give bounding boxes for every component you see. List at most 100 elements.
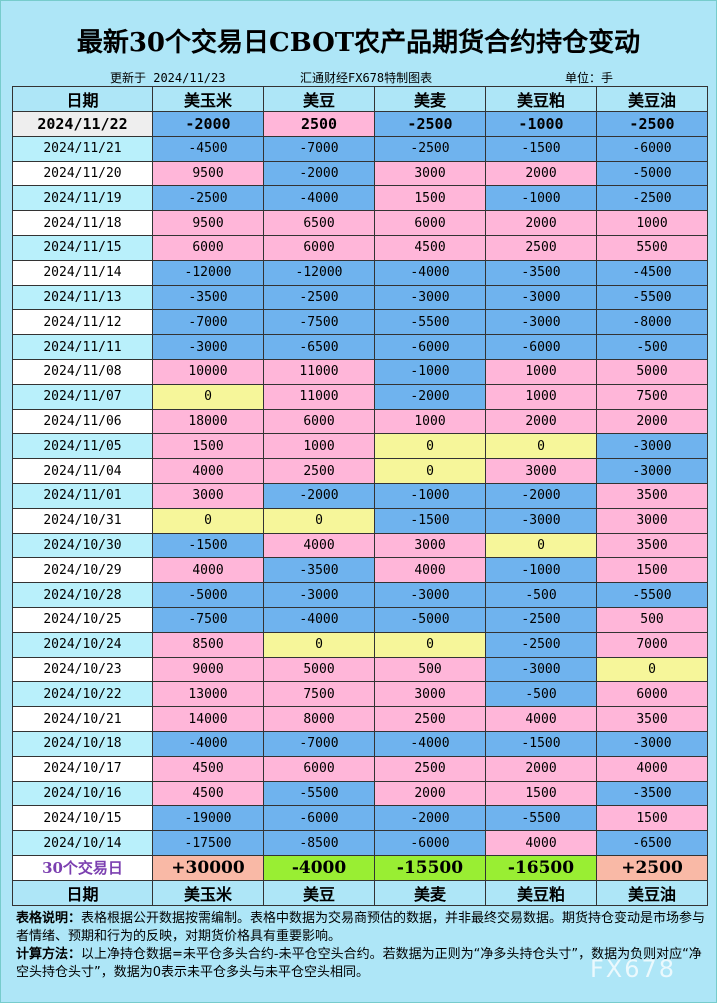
value-cell: -5000 (152, 582, 264, 608)
date-cell: 2024/10/28 (12, 582, 153, 608)
value-cell: 6000 (152, 234, 264, 261)
value-cell: 1500 (596, 805, 708, 832)
value-cell: -3000 (374, 582, 486, 608)
value-cell: -3000 (596, 433, 708, 460)
column-header: 美麦 (374, 86, 486, 112)
row: 2024/10/18 -4000 -7000 -4000 -1500 -3000 (12, 730, 708, 757)
value-cell: -8000 (596, 309, 708, 336)
date-cell: 2024/11/13 (12, 284, 153, 311)
value-cell: 3500 (596, 706, 708, 732)
value-cell: -6500 (596, 830, 708, 856)
column-footer: 美豆粕 (485, 879, 597, 906)
row: 2024/11/06 18000 6000 1000 2000 2000 (12, 408, 708, 435)
notes: 表格说明：表格根据公开数据按需编制。表格中数据为交易商预估的数据，并非最终交易数… (16, 910, 706, 982)
row: 2024/10/17 4500 6000 2500 2000 4000 (12, 755, 708, 782)
value-cell: 11000 (263, 358, 375, 385)
value-cell: 0 (263, 631, 375, 658)
row: 2024/11/19 -2500 -4000 1500 -1000 -2500 (12, 185, 708, 212)
value-cell: 8500 (152, 631, 264, 658)
date-cell: 2024/11/06 (12, 408, 153, 435)
value-cell: 0 (152, 507, 264, 534)
table: 日期 美玉米 美豆 美麦 美豆粕 美豆油 2024/11/22 -2000 2500 -2500-… (12, 86, 708, 906)
row: 2024/11/14 -12000 -12000 -4000 -3500 -4500 (12, 259, 708, 286)
date-cell: 2024/10/16 (12, 780, 153, 807)
method: 计算方法：以上净持仓数据=未平仓多头合约-未平仓空头合约。若数据为正则为“净多头… (16, 946, 706, 982)
total-cell: +2500 (596, 854, 708, 881)
value-cell: 2000 (485, 755, 597, 782)
value-cell: 3000 (374, 532, 486, 559)
date-cell: 2024/11/11 (12, 334, 153, 360)
date-cell: 2024/11/22 (12, 111, 153, 137)
value-cell: 0 (152, 383, 264, 410)
value-cell: -7500 (152, 606, 264, 633)
value-cell: 1000 (263, 433, 375, 460)
desc: 表格说明：表格根据公开数据按需编制。表格中数据为交易商预估的数据，并非最终交易数… (16, 910, 706, 946)
value-cell: -3000 (263, 582, 375, 608)
row: 2024/11/15 6000 6000 4500 2500 5500 (12, 234, 708, 261)
date-cell: 2024/10/31 (12, 507, 153, 534)
date-cell: 2024/10/30 (12, 532, 153, 559)
date-cell: 2024/10/21 (12, 706, 153, 732)
value-cell: 9500 (152, 160, 264, 187)
value-cell: -4000 (263, 606, 375, 633)
row: 2024/10/14 -17500 -8500 -6000 4000 -6500 (12, 830, 708, 856)
updated: 更新于 2024/11/23 (110, 71, 226, 85)
row: 2024/11/21 -4500 -7000 -2500 -1500 -6000 (12, 135, 708, 162)
value-cell: -6000 (374, 830, 486, 856)
value-cell: -1500 (152, 532, 264, 559)
value-cell: -1500 (485, 730, 597, 757)
value-cell: -3000 (596, 730, 708, 757)
value-cell: 1500 (596, 557, 708, 584)
value-cell: 4000 (152, 557, 264, 584)
value-cell: 0 (374, 458, 486, 484)
value-cell: -3000 (485, 284, 597, 311)
value-cell: -2500 (152, 185, 264, 212)
value-cell: -2500 (263, 284, 375, 311)
column-header: 美豆油 (596, 86, 708, 112)
row: 2024/11/04 4000 2500 0 3000 -3000 (12, 458, 708, 484)
column-footer: 日期 (12, 879, 153, 906)
value-cell: -500 (485, 582, 597, 608)
value-cell: 11000 (263, 383, 375, 410)
value-cell: 500 (374, 656, 486, 683)
value-cell: -1500 (485, 135, 597, 162)
value-cell: 6000 (263, 755, 375, 782)
column-header: 美玉米 (152, 86, 264, 112)
value-cell: 7500 (263, 681, 375, 708)
value-cell: -6000 (374, 334, 486, 360)
value-cell: -1000 (374, 358, 486, 385)
date-cell: 2024/11/07 (12, 383, 153, 410)
title: 最新30个交易日CBOT农产品期货合约持仓变动 (76, 28, 641, 58)
date-cell: 2024/11/18 (12, 210, 153, 236)
value-cell: -2500 (485, 631, 597, 658)
value-cell: -3500 (596, 780, 708, 807)
value-cell: 3000 (152, 482, 264, 509)
row: 2024/10/15 -19000 -6000 -2000 -5500 1500 (12, 805, 708, 832)
date-cell: 2024/10/29 (12, 557, 153, 584)
value-cell: 4000 (485, 830, 597, 856)
total-label: 30个交易日 (12, 854, 153, 881)
desc-label: 表格说明： (16, 911, 82, 926)
value-cell: -4000 (152, 730, 264, 757)
row: 2024/11/18 9500 6500 6000 2000 1000 (12, 210, 708, 236)
value-cell: -3000 (596, 458, 708, 484)
value-cell: -5500 (596, 582, 708, 608)
total-cell: -4000 (263, 854, 375, 881)
value-cell: -7000 (263, 730, 375, 757)
date-cell: 2024/10/24 (12, 631, 153, 658)
watermark: FX678 (590, 955, 677, 983)
value-cell: 1000 (374, 408, 486, 435)
row: 2024/11/11 -3000 -6500 -6000 -6000 -500 (12, 334, 708, 360)
value-cell: 1500 (374, 185, 486, 212)
value-cell: 6000 (263, 234, 375, 261)
row: 2024/11/05 1500 1000 0 0 -3000 (12, 433, 708, 460)
date-cell: 2024/11/20 (12, 160, 153, 187)
value-cell: -3000 (485, 507, 597, 534)
value-cell: -2000 (374, 805, 486, 832)
value-cell: -4500 (596, 259, 708, 286)
row: 2024/10/22 13000 7500 3000 -500 6000 (12, 681, 708, 708)
value-cell: -4000 (374, 730, 486, 757)
value-cell: 2500 (263, 458, 375, 484)
date-cell: 2024/11/01 (12, 482, 153, 509)
value-cell: 9000 (152, 656, 264, 683)
